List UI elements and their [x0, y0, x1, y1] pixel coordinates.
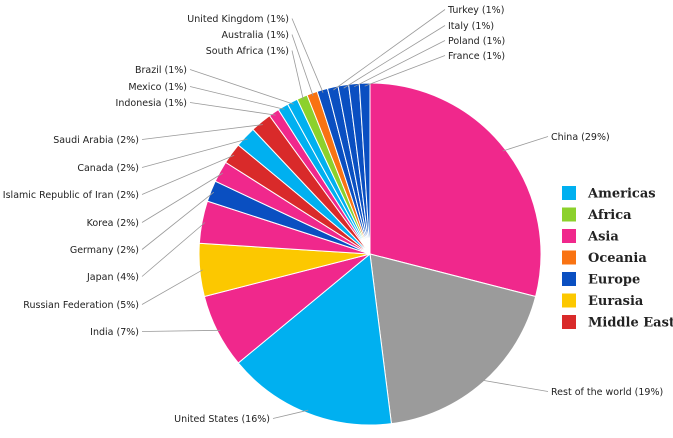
leader-lines: [141, 9, 549, 419]
legend-swatch-americas: [562, 186, 576, 200]
slice-labels: China (29%) Rest of the world (19%) United…: [3, 5, 663, 425]
leader-line: [502, 136, 549, 152]
legend-swatch-middle-east: [562, 315, 576, 329]
legend-label-europe: Europe: [588, 273, 640, 288]
legend-label-asia: Asia: [587, 230, 619, 245]
slice-label: Germany (2%): [70, 245, 139, 256]
slice-rest-of-the-world: [369, 253, 537, 425]
legend-swatch-eurasia: [562, 293, 576, 308]
slice-label: Rest of the world (19%): [551, 387, 663, 398]
legend-label-eurasia: Eurasia: [588, 294, 644, 309]
slice-label: South Africa (1%): [206, 46, 289, 57]
slice-label: Korea (2%): [87, 218, 139, 229]
pie-slices: [198, 82, 542, 426]
slice-label: Japan (4%): [86, 272, 139, 283]
slice-united-states: [237, 253, 392, 426]
leader-line: [141, 124, 263, 140]
slice-label: Islamic Republic of Iran (2%): [3, 190, 139, 201]
slice-label: Canada (2%): [77, 163, 139, 174]
slice-label: China (29%): [551, 132, 610, 143]
leader-line: [189, 69, 294, 105]
legend: Americas Africa Asia Oceania Europe Eurasia Mi…: [562, 186, 673, 331]
legend-swatch-asia: [562, 229, 576, 243]
leader-line: [141, 191, 215, 250]
leader-line: [141, 269, 203, 305]
leader-line: [481, 379, 549, 392]
leader-line: [291, 34, 314, 97]
leader-line: [333, 9, 446, 91]
legend-label-middle-east: Middle East: [588, 316, 673, 331]
leader-line: [291, 50, 304, 100]
slice-label: Mexico (1%): [128, 82, 187, 93]
leader-line: [141, 154, 235, 195]
leader-line: [343, 25, 446, 89]
slice-label: United Kingdom (1%): [187, 14, 289, 25]
leader-line: [141, 138, 248, 168]
legend-label-oceania: Oceania: [588, 251, 647, 266]
leader-line: [141, 222, 206, 277]
slice-label: Italy (1%): [448, 21, 494, 32]
slice-label: Saudi Arabia (2%): [53, 135, 139, 146]
slice-china: [369, 82, 542, 298]
slice-label: India (7%): [90, 327, 139, 338]
slice-label: Turkey (1%): [447, 5, 504, 16]
slice-label: Brazil (1%): [135, 65, 187, 76]
leader-line: [189, 86, 285, 110]
slice-label: Indonesia (1%): [116, 98, 187, 109]
legend-label-africa: Africa: [587, 208, 632, 223]
leader-line: [354, 40, 446, 88]
slice-label: Poland (1%): [448, 36, 505, 47]
legend-swatch-africa: [562, 207, 576, 222]
slice-label: France (1%): [448, 51, 505, 62]
leader-line: [364, 55, 446, 87]
legend-swatch-oceania: [562, 250, 576, 265]
leader-line: [291, 18, 324, 93]
slice-label: Australia (1%): [221, 30, 289, 41]
slice-label: United States (16%): [174, 414, 270, 425]
leader-line: [141, 172, 224, 223]
leader-line: [189, 102, 276, 116]
legend-label-americas: Americas: [587, 187, 656, 202]
slice-france: [358, 82, 371, 255]
leader-line: [272, 409, 309, 419]
legend-swatch-europe: [562, 272, 576, 286]
leader-line: [141, 329, 221, 332]
slice-label: Russian Federation (5%): [23, 300, 139, 311]
